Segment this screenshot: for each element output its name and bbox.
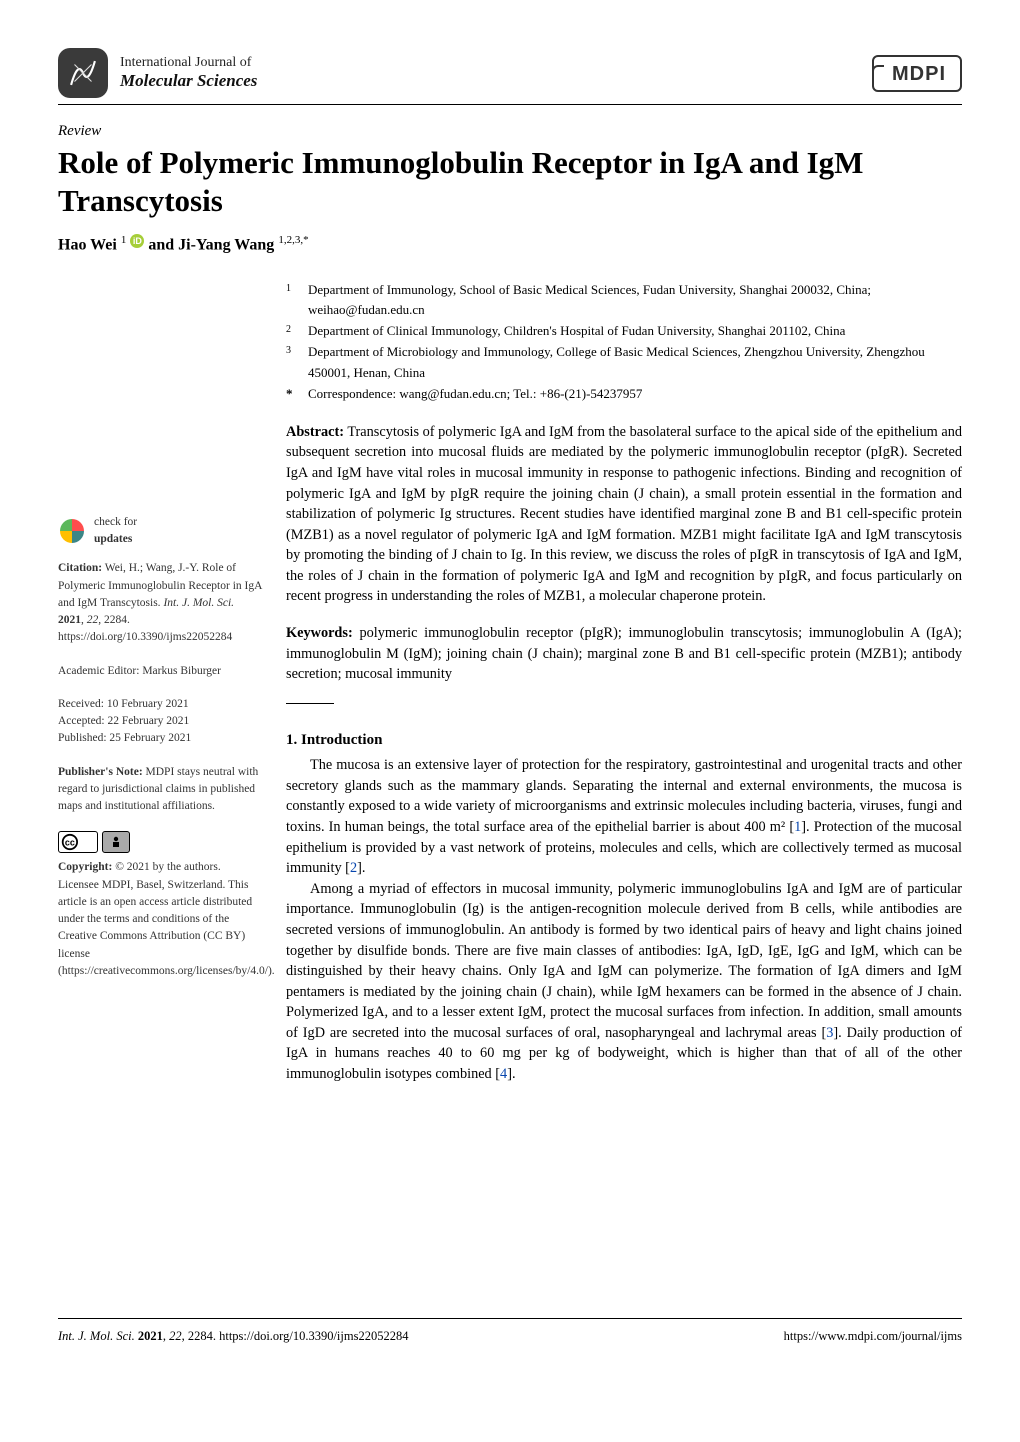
journal-line2: Molecular Sciences (120, 71, 257, 91)
keywords: Keywords: polymeric immunoglobulin recep… (286, 623, 962, 685)
cc-icon: cc (58, 831, 98, 853)
check-line1: check for (94, 514, 137, 531)
check-updates-icon (58, 517, 86, 545)
abstract-lead: Abstract: (286, 424, 344, 440)
body-paragraph: The mucosa is an extensive layer of prot… (286, 755, 962, 878)
article-type: Review (58, 123, 962, 140)
correspondence-row: * Correspondence: wang@fudan.edu.cn; Tel… (286, 384, 962, 404)
author-and: and Ji-Yang Wang (148, 236, 274, 253)
affil-text: Department of Microbiology and Immunolog… (308, 342, 962, 382)
journal-line1: International Journal of (120, 55, 257, 71)
corr-text: Correspondence: wang@fudan.edu.cn; Tel.:… (308, 384, 642, 404)
abstract-text: Transcytosis of polymeric IgA and IgM fr… (286, 424, 962, 605)
footer-left: Int. J. Mol. Sci. 2021, 22, 2284. https:… (58, 1329, 408, 1344)
two-column-layout: check for updates Citation: Wei, H.; Wan… (58, 280, 962, 1085)
copyright-lead: Copyright: (58, 861, 112, 873)
header-rule (58, 104, 962, 105)
para2-end: ]. (507, 1066, 515, 1082)
citation-journal: Int. J. Mol. Sci. (163, 597, 234, 609)
para2-text: Among a myriad of effectors in mucosal i… (286, 881, 962, 1041)
publishers-note-block: Publisher's Note: MDPI stays neutral wit… (58, 764, 262, 816)
copyright-text: © 2021 by the authors. Licensee MDPI, Ba… (58, 861, 275, 977)
affil-num: 1 (286, 280, 298, 320)
check-updates-text: check for updates (94, 514, 137, 549)
footer-left-rest: 2021, 22, 2284. https://doi.org/10.3390/… (135, 1329, 409, 1343)
affiliations: 1 Department of Immunology, School of Ba… (286, 280, 962, 404)
pubnote-lead: Publisher's Note: (58, 766, 143, 778)
affil-num: 2 (286, 321, 298, 341)
main-content: 1 Department of Immunology, School of Ba… (286, 280, 962, 1085)
mdpi-logo: MDPI (872, 55, 962, 92)
received-date: Received: 10 February 2021 (58, 696, 262, 713)
corr-marker: * (286, 384, 298, 404)
check-for-updates[interactable]: check for updates (58, 514, 262, 549)
journal-block: International Journal of Molecular Scien… (58, 48, 257, 98)
author-1-sup: 1 (121, 234, 127, 246)
keywords-lead: Keywords: (286, 625, 353, 641)
affil-text: Department of Immunology, School of Basi… (308, 280, 962, 320)
abstract: Abstract: Transcytosis of polymeric IgA … (286, 422, 962, 607)
article-title: Role of Polymeric Immunoglobulin Recepto… (58, 144, 962, 220)
author-1: Hao Wei (58, 236, 117, 253)
section-heading: 1. Introduction (286, 730, 962, 752)
journal-title: International Journal of Molecular Scien… (120, 55, 257, 91)
check-line2: updates (94, 531, 137, 548)
sidebar: check for updates Citation: Wei, H.; Wan… (58, 280, 262, 1085)
by-icon (102, 831, 130, 853)
affiliation-row: 1 Department of Immunology, School of Ba… (286, 280, 962, 320)
editor-name: Markus Biburger (142, 665, 221, 677)
page: International Journal of Molecular Scien… (0, 0, 1020, 1380)
cc-license-icons[interactable]: cc (58, 831, 262, 853)
citation-lead: Citation: (58, 562, 102, 574)
dates-block: Received: 10 February 2021 Accepted: 22 … (58, 696, 262, 748)
authors-line: Hao Wei 1 and Ji-Yang Wang 1,2,3,* (58, 234, 962, 254)
svg-text:cc: cc (65, 838, 75, 848)
editor-block: Academic Editor: Markus Biburger (58, 663, 262, 680)
para1-end: ]. (357, 860, 365, 876)
affiliation-row: 2 Department of Clinical Immunology, Chi… (286, 321, 962, 341)
page-header: International Journal of Molecular Scien… (58, 48, 962, 98)
copyright-block: Copyright: © 2021 by the authors. Licens… (58, 859, 262, 980)
keywords-text: polymeric immunoglobulin receptor (pIgR)… (286, 625, 962, 682)
affiliation-row: 3 Department of Microbiology and Immunol… (286, 342, 962, 382)
affil-text: Department of Clinical Immunology, Child… (308, 321, 845, 341)
orcid-icon[interactable] (130, 234, 144, 248)
footer-row: Int. J. Mol. Sci. 2021, 22, 2284. https:… (58, 1329, 962, 1344)
affil-num: 3 (286, 342, 298, 382)
footer-journal: Int. J. Mol. Sci. (58, 1329, 135, 1343)
body-paragraph: Among a myriad of effectors in mucosal i… (286, 879, 962, 1085)
footer-rule (58, 1318, 962, 1319)
citation-block: Citation: Wei, H.; Wang, J.-Y. Role of P… (58, 560, 262, 646)
citation-rest: 2021, 22, 2284. https://doi.org/10.3390/… (58, 614, 232, 643)
published-date: Published: 25 February 2021 (58, 730, 262, 747)
footer-right[interactable]: https://www.mdpi.com/journal/ijms (784, 1329, 962, 1344)
journal-logo-icon (58, 48, 108, 98)
author-2-sup: 1,2,3, (278, 234, 303, 246)
author-2-corr: * (303, 234, 309, 246)
page-footer: Int. J. Mol. Sci. 2021, 22, 2284. https:… (58, 1318, 962, 1344)
separator-rule (286, 703, 334, 704)
accepted-date: Accepted: 22 February 2021 (58, 713, 262, 730)
editor-label: Academic Editor: (58, 665, 142, 677)
